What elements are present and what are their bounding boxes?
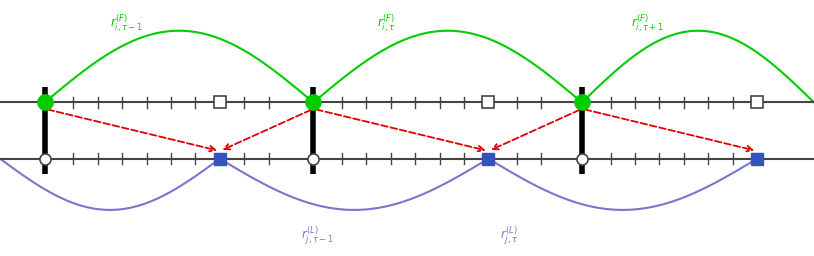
Text: $r^{(F)}_{i,\tau+1}$: $r^{(F)}_{i,\tau+1}$ xyxy=(631,12,663,34)
Text: $r^{(F)}_{i,\tau}$: $r^{(F)}_{i,\tau}$ xyxy=(378,12,396,34)
Text: $r^{(F)}_{i,\tau-1}$: $r^{(F)}_{i,\tau-1}$ xyxy=(110,12,142,34)
Text: $r^{(L)}_{j,\tau-1}$: $r^{(L)}_{j,\tau-1}$ xyxy=(301,225,334,247)
Text: $r^{(L)}_{j,\tau}$: $r^{(L)}_{j,\tau}$ xyxy=(500,225,518,247)
